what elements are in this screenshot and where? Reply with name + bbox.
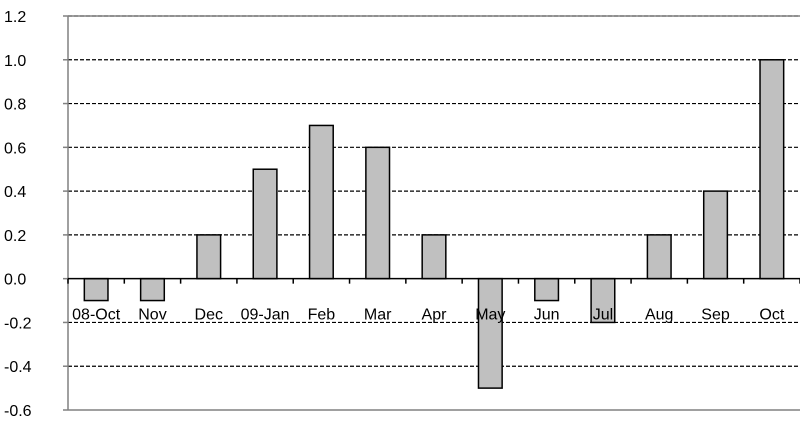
y-tick-label: 1.0 [4, 53, 26, 70]
bar [646, 234, 672, 280]
y-tick-label: 0.2 [4, 228, 26, 245]
x-category-label: Jul [593, 307, 613, 324]
x-category-label: Feb [308, 307, 336, 324]
x-category-label: Nov [138, 307, 166, 324]
y-tick-labels: 1.2 1.0 0.8 0.6 0.4 0.2 0.0 -0.2 -0.4 -0.6 [4, 9, 32, 420]
bar [759, 59, 785, 280]
bar [477, 277, 503, 389]
x-category-label: Sep [701, 307, 730, 324]
bar [308, 124, 334, 280]
x-category-label: May [475, 307, 505, 324]
bar [252, 168, 278, 280]
bar [534, 277, 560, 302]
y-tick-label: -0.6 [4, 403, 32, 420]
y-tick-label: 0.6 [4, 140, 26, 157]
bar [196, 234, 222, 280]
y-tick-label: 0.4 [4, 184, 26, 201]
x-category-label: Aug [645, 307, 673, 324]
y-tick-label: -0.4 [4, 359, 32, 376]
bar [702, 190, 729, 280]
y-tick-label: 0.8 [4, 97, 26, 114]
bar [139, 277, 166, 302]
x-category-label: Apr [422, 307, 448, 324]
x-tick-labels: 08-Oct Nov Dec 09-Jan Feb Mar Apr May Jun Jul Aug S… [72, 307, 785, 324]
y-tick-label: -0.2 [4, 315, 32, 332]
x-category-label: Dec [195, 307, 223, 324]
bars [83, 59, 785, 389]
bar [365, 146, 391, 280]
y-tick-label: 1.2 [4, 9, 26, 26]
bar [83, 277, 109, 302]
bar [421, 234, 447, 280]
x-category-label: Oct [759, 307, 784, 324]
x-category-label: 09-Jan [241, 307, 290, 324]
y-tick-label: 0.0 [4, 272, 26, 289]
x-category-label: Jun [534, 307, 560, 324]
axes [63, 15, 800, 411]
x-category-label: 08-Oct [72, 307, 121, 324]
x-category-label: Mar [364, 307, 392, 324]
